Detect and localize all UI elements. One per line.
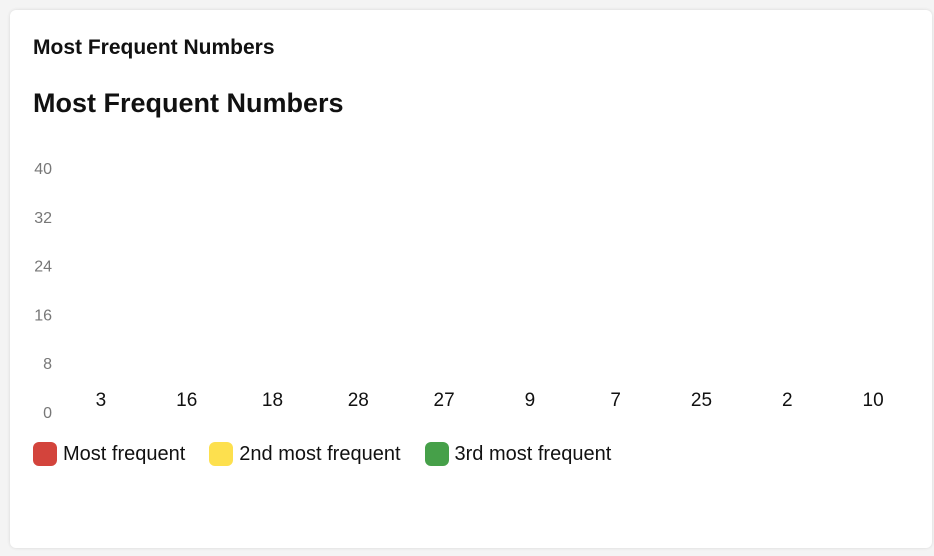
y-axis: 0 8 16 24 32 40 — [34, 161, 52, 420]
chart-card: Most Frequent Numbers Most Frequent Numb… — [10, 10, 932, 548]
x-tick-label: 16 — [176, 390, 197, 411]
x-tick-label: 18 — [262, 390, 283, 411]
legend-label: 3rd most frequent — [454, 442, 612, 465]
legend: Most frequent 2nd most frequent 3rd most f… — [33, 442, 611, 466]
legend-label: 2nd most frequent — [239, 442, 401, 465]
legend-item: Most frequent — [33, 442, 185, 466]
chart-title: Most Frequent Numbers — [33, 88, 344, 118]
legend-label: Most frequent — [63, 442, 186, 465]
legend-swatch — [209, 442, 234, 466]
y-tick-label: 40 — [34, 161, 52, 178]
x-tick-label: 25 — [691, 390, 712, 411]
legend-item: 2nd most frequent — [209, 442, 401, 466]
y-tick-label: 0 — [43, 405, 52, 420]
y-tick-label: 32 — [34, 210, 52, 227]
x-tick-label: 9 — [525, 390, 536, 411]
x-tick-label: 27 — [434, 390, 455, 411]
x-tick-label: 28 — [348, 390, 369, 411]
card-title: Most Frequent Numbers — [33, 36, 275, 59]
x-tick-label: 7 — [610, 390, 621, 411]
x-axis: 3 16 18 28 27 9 7 25 2 10 — [96, 390, 884, 411]
y-tick-label: 16 — [34, 307, 52, 324]
legend-swatch — [33, 442, 57, 466]
bar-chart: 0 8 16 24 32 40 3 16 18 28 27 9 7 25 2 10 — [34, 161, 884, 420]
x-tick-label: 2 — [782, 390, 793, 411]
x-tick-label: 10 — [863, 390, 884, 411]
x-tick-label: 3 — [96, 390, 107, 411]
legend-swatch — [424, 442, 449, 466]
y-tick-label: 24 — [34, 259, 52, 276]
y-tick-label: 8 — [43, 356, 52, 373]
legend-item: 3rd most frequent — [424, 442, 612, 466]
